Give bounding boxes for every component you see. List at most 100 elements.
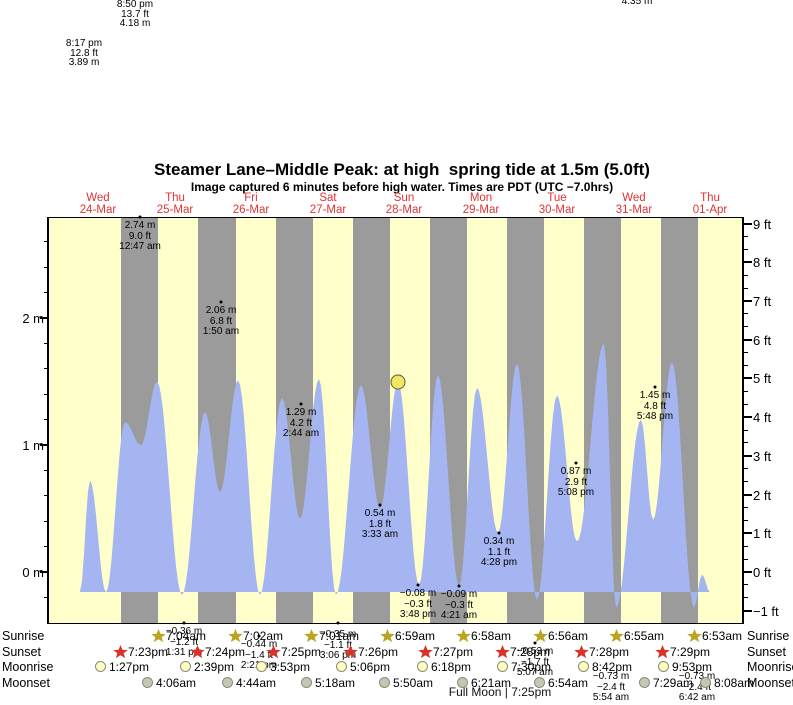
tide-event-dot: [257, 634, 261, 638]
sunrise-time: 7:02am: [243, 629, 284, 643]
y-axis-tick-minor: [44, 495, 49, 497]
tide-event-time: 6:42 am: [678, 692, 716, 703]
day-date: 25-Mar: [156, 204, 194, 216]
y-axis-tick-minor: [743, 352, 748, 354]
y-axis-tick-major: [743, 454, 752, 457]
tide-event-annotation: 1.45 m 4.8 ft 5:48 pm: [637, 390, 673, 423]
overflow-annotation-line: 13.7 ft: [121, 8, 149, 20]
tide-event-time: 3:48 pm: [399, 609, 437, 620]
tide-event-annotation: 2.06 m 6.8 ft 1:50 am: [203, 305, 239, 338]
tide-event-height-m: −0.36 m: [165, 626, 203, 637]
tide-event-annotation: 0.87 m 2.9 ft 5:08 pm: [558, 466, 594, 499]
tide-event-dot: [182, 621, 186, 625]
tide-event-height-m: −0.53 m: [516, 646, 554, 657]
overflow-tide-annotation: 8:50 pm 13.7 ft 4.18 m: [117, 0, 153, 29]
tide-event-annotation: −0.73 m −2.4 ft 5:54 am: [592, 671, 630, 704]
day-label: Fri 26-Mar: [233, 192, 269, 216]
astro-row-label-left-moonset: Moonset: [2, 676, 50, 690]
chart-subtitle: Image captured 6 minutes before high wat…: [190, 180, 614, 194]
astro-row-label-left-moonrise: Moonrise: [2, 660, 54, 674]
tide-event-annotation: −0.08 m −0.3 ft 3:48 pm: [399, 588, 437, 621]
astro-row-label-right-moonrise: Moonrise: [747, 660, 793, 674]
tide-event-time: 5:07 am: [516, 667, 554, 678]
y-axis-tick-minor: [44, 419, 49, 421]
tide-event-dot: [299, 402, 303, 406]
y-axis-tick-minor: [44, 342, 49, 344]
y-axis-tick-minor: [743, 597, 748, 599]
sunrise-time: 7:01am: [319, 629, 360, 643]
y-axis-tick-minor: [743, 481, 748, 483]
moonrise-time: 3:53pm: [270, 660, 311, 674]
sunrise-icon: [151, 629, 166, 643]
y-axis-tick-minor: [743, 365, 748, 367]
y-axis-tick-minor: [44, 241, 49, 243]
y-axis-tick-major: [40, 317, 49, 319]
y-axis-label-ft: 8 ft: [753, 255, 772, 271]
y-axis-label-m: 1 m: [22, 438, 44, 453]
moonset-icon: [379, 677, 390, 688]
sunset-time: 7:23pm: [128, 645, 169, 659]
y-axis-tick-major: [743, 493, 752, 496]
overflow-annotation-line: 4.35 m: [621, 0, 653, 7]
sunset-icon: [418, 645, 433, 659]
astro-row-label-right-sunset: Sunset: [747, 645, 786, 659]
full-moon-label: Full Moon | 7:25pm: [448, 685, 552, 699]
tide-event-annotation: 2.74 m 9.0 ft 12:47 am: [119, 220, 161, 253]
moonset-time: 5:18am: [315, 676, 356, 690]
sunrise-time: 6:58am: [471, 629, 512, 643]
y-axis-tick-minor: [743, 468, 748, 470]
tide-event-height-m: −0.35 m: [319, 629, 357, 640]
y-axis-tick-minor: [743, 442, 748, 444]
astro-row-label-left-sunrise: Sunrise: [2, 629, 45, 643]
tide-event-annotation: −0.73 m −2.4 ft 6:42 am: [678, 671, 716, 704]
tide-event-height-ft: −2.4 ft: [682, 681, 712, 693]
sunrise-icon: [380, 629, 395, 643]
y-axis-tick-minor: [743, 545, 748, 547]
tide-event-dot: [219, 300, 223, 304]
tide-event-annotation: 1.29 m 4.2 ft 2:44 am: [283, 407, 319, 440]
tide-event-height-m: −0.73 m: [592, 671, 630, 682]
moonset-icon: [222, 677, 233, 688]
tide-event-height-ft: 1.1 ft: [487, 546, 511, 558]
sunset-icon: [495, 645, 510, 659]
day-label: Wed 24-Mar: [80, 192, 116, 216]
moonset-time: 6:54am: [548, 676, 589, 690]
tide-event-dot: [416, 583, 420, 587]
plot-area: [47, 217, 744, 624]
y-axis-label-ft: 3 ft: [753, 448, 772, 464]
tide-curve-area: [80, 343, 710, 608]
tide-event-height-ft: 4.8 ft: [643, 400, 667, 412]
moonrise-time: 1:27pm: [109, 660, 150, 674]
moonset-time: 8:08am: [714, 676, 755, 690]
tide-event-height-m: 1.45 m: [639, 390, 671, 401]
moonset-time: 4:06am: [156, 676, 197, 690]
tide-event-time: 12:47 am: [119, 241, 161, 252]
y-axis-label-ft: 1 ft: [753, 526, 772, 542]
y-axis-tick-minor: [743, 248, 748, 250]
full-moon-marker: [390, 374, 406, 390]
day-date: 30-Mar: [538, 204, 576, 216]
moonset-icon: [457, 677, 468, 688]
y-axis-tick-minor: [743, 558, 748, 560]
tide-event-dot: [533, 641, 537, 645]
y-axis-tick-minor: [44, 292, 49, 294]
y-axis-tick-major: [743, 300, 752, 303]
tide-event-dot: [653, 385, 657, 389]
tide-event-height-m: 0.87 m: [560, 466, 592, 477]
moonrise-time: 5:06pm: [350, 660, 391, 674]
tide-event-annotation: 0.54 m 1.8 ft 3:33 am: [362, 508, 398, 541]
y-axis-tick-minor: [743, 584, 748, 586]
day-date: 27-Mar: [309, 204, 347, 216]
tide-event-height-ft: −1.7 ft: [520, 656, 550, 668]
overflow-annotation-line: 12.8 ft: [70, 47, 98, 59]
sunset-icon: [113, 645, 128, 659]
tide-event-height-ft: 4.2 ft: [289, 417, 313, 429]
overflow-tide-annotation: 4.35 m: [622, 0, 653, 7]
sunset-time: 7:26pm: [358, 645, 399, 659]
y-axis-label-ft: 9 ft: [753, 216, 772, 232]
tide-event-height-ft: −1.1 ft: [323, 639, 353, 651]
moonset-icon: [301, 677, 312, 688]
tide-event-dot: [457, 584, 461, 588]
day-name: Tue: [547, 192, 567, 204]
tide-event-annotation: −0.53 m −1.7 ft 5:07 am: [516, 646, 554, 679]
